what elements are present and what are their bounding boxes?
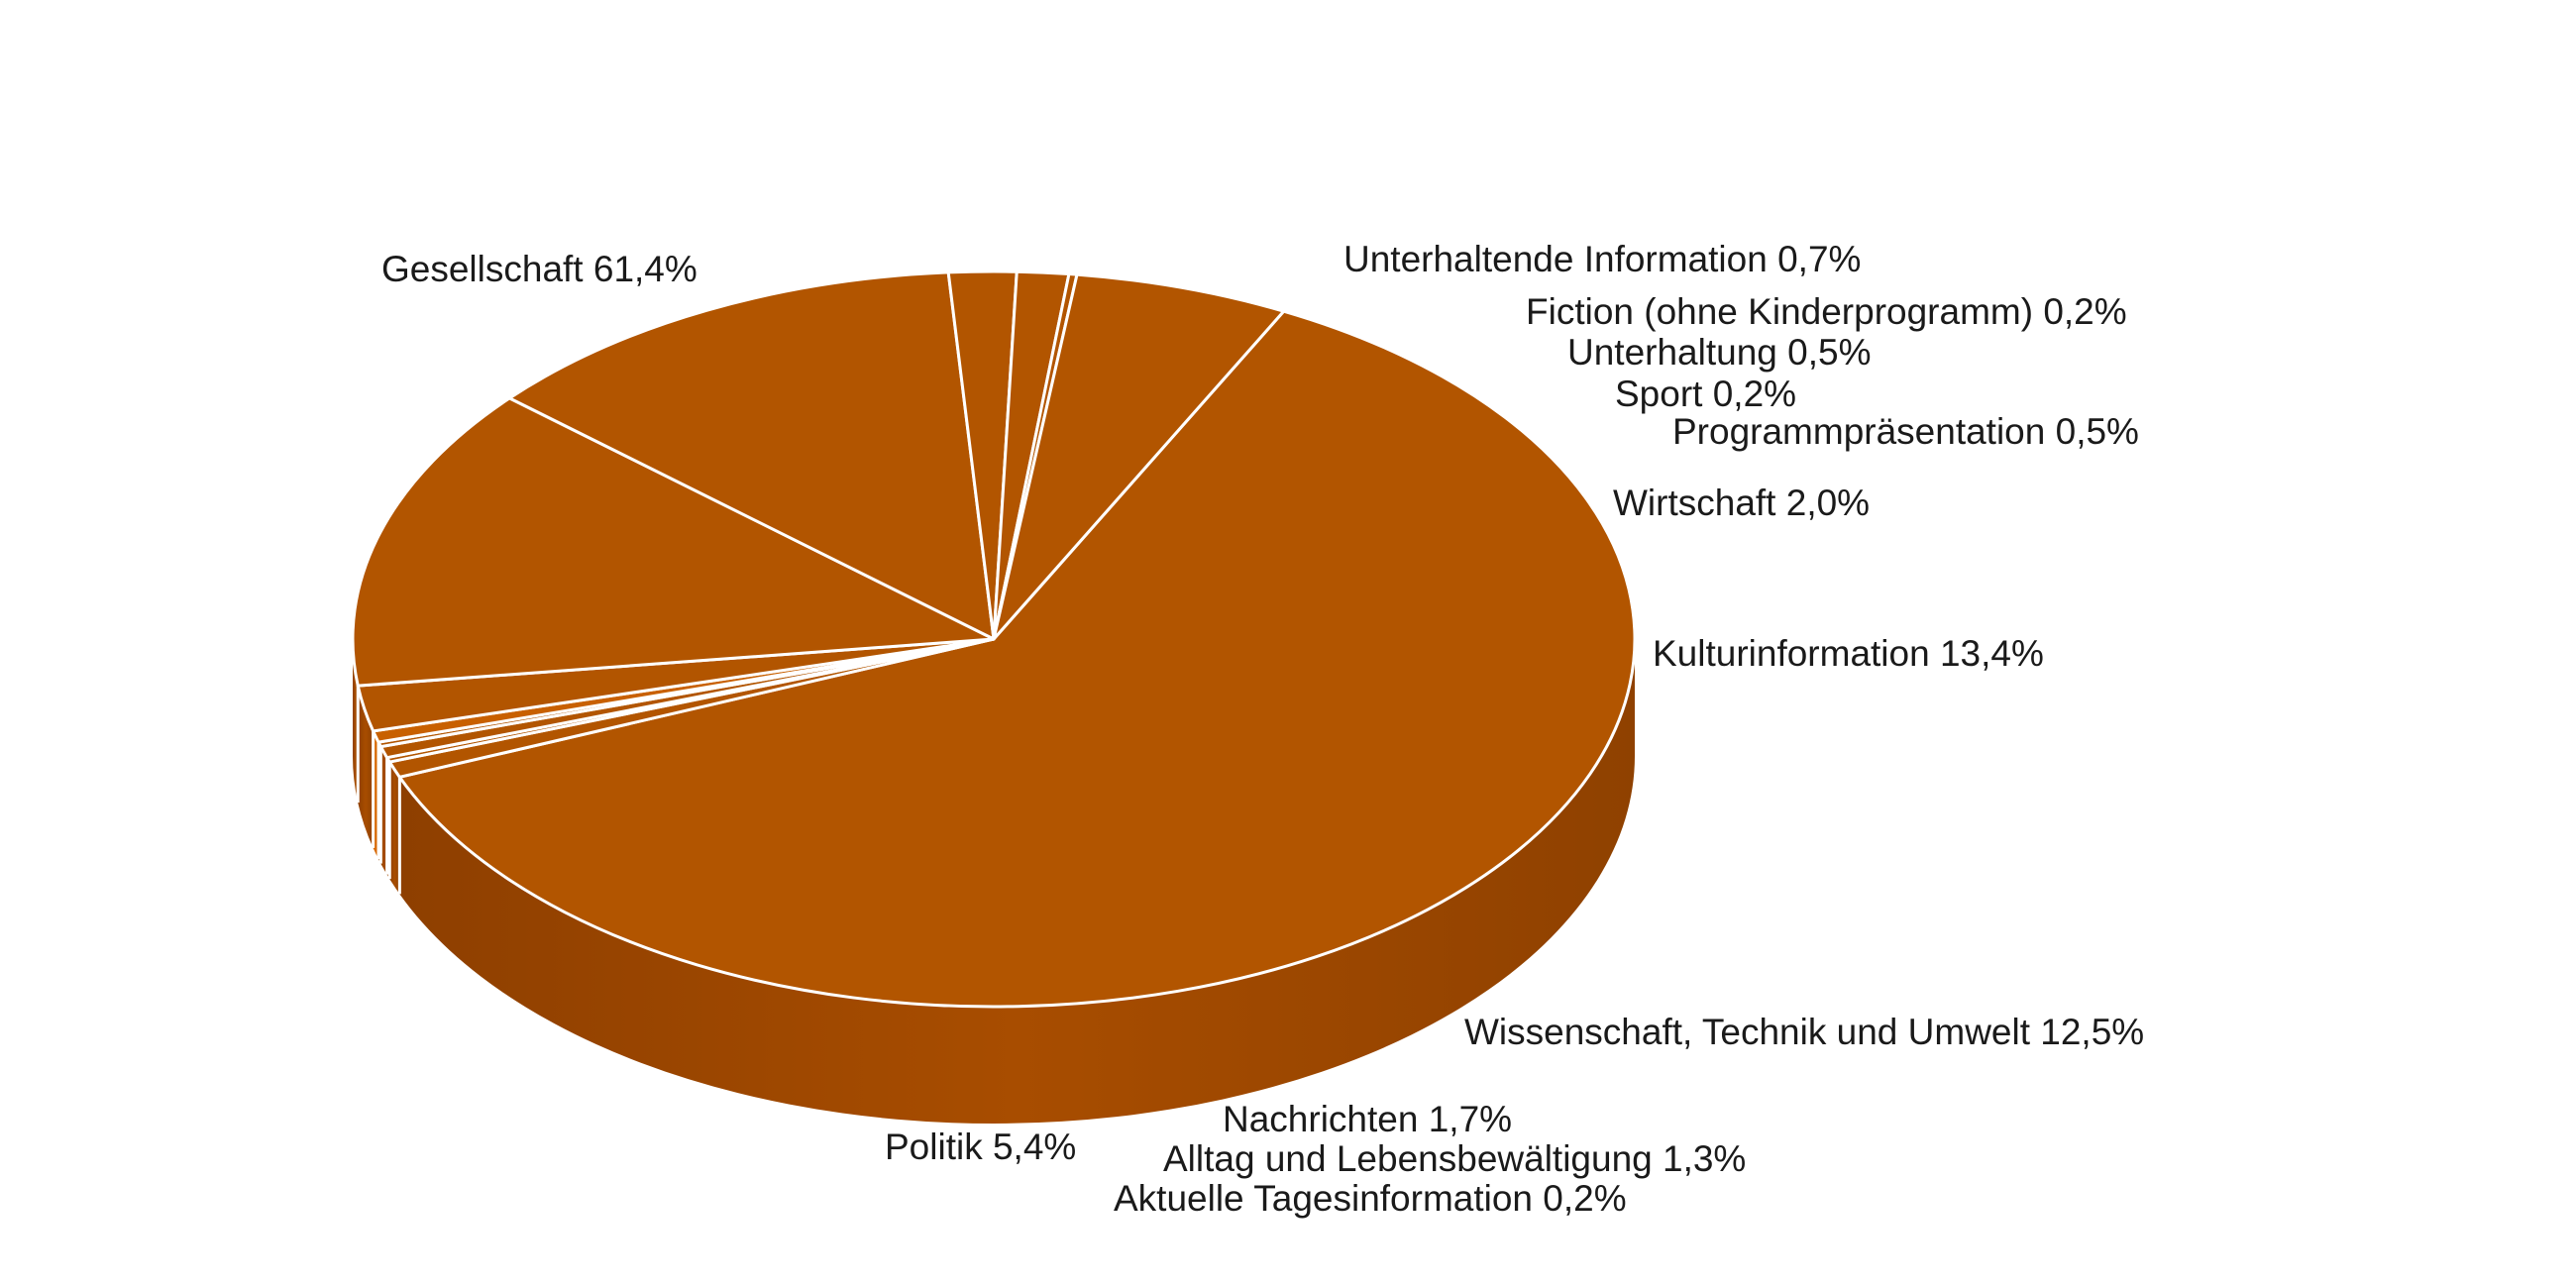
- label-wissenschaft-technik-umwelt: Wissenschaft, Technik und Umwelt 12,5%: [1464, 1012, 2144, 1052]
- slice-gesellschaft: [397, 309, 1637, 1009]
- pie-side-layer: [353, 639, 1635, 1124]
- label-unterhaltung: Unterhaltung 0,5%: [1567, 332, 1871, 373]
- slice-side-gesellschaft: [399, 639, 1635, 1124]
- slice-wissenschaft-technik-und-umwelt: [507, 270, 996, 641]
- label-kulturinformation: Kulturinformation 13,4%: [1653, 633, 2044, 674]
- pie-top-layer: [351, 269, 1637, 1009]
- slice-kulturinformation: [351, 396, 996, 688]
- label-aktuelle-tagesinformation: Aktuelle Tagesinformation 0,2%: [1114, 1178, 1627, 1219]
- label-nachrichten: Nachrichten 1,7%: [1223, 1099, 1512, 1139]
- label-wirtschaft: Wirtschaft 2,0%: [1613, 483, 1870, 523]
- slice-side-unterhaltung: [380, 746, 387, 875]
- label-programmpraesentation: Programmpräsentation 0,5%: [1672, 411, 2139, 452]
- label-politik: Politik 5,4%: [885, 1127, 1076, 1167]
- label-alltag-lebensbewaeltigung: Alltag und Lebensbewältigung 1,3%: [1163, 1138, 1746, 1179]
- label-sport: Sport 0,2%: [1615, 374, 1796, 414]
- slice-labels: Gesellschaft 61,4% Unterhaltende Informa…: [381, 239, 2144, 1219]
- slice-politik: [992, 272, 1286, 641]
- label-fiction: Fiction (ohne Kinderprogramm) 0,2%: [1526, 291, 2127, 332]
- slice-side-unterhaltende-information: [389, 762, 400, 895]
- label-unterhaltende-information: Unterhaltende Information 0,7%: [1343, 239, 1861, 279]
- label-gesellschaft: Gesellschaft 61,4%: [381, 249, 698, 289]
- slice-side-wirtschaft: [358, 686, 374, 848]
